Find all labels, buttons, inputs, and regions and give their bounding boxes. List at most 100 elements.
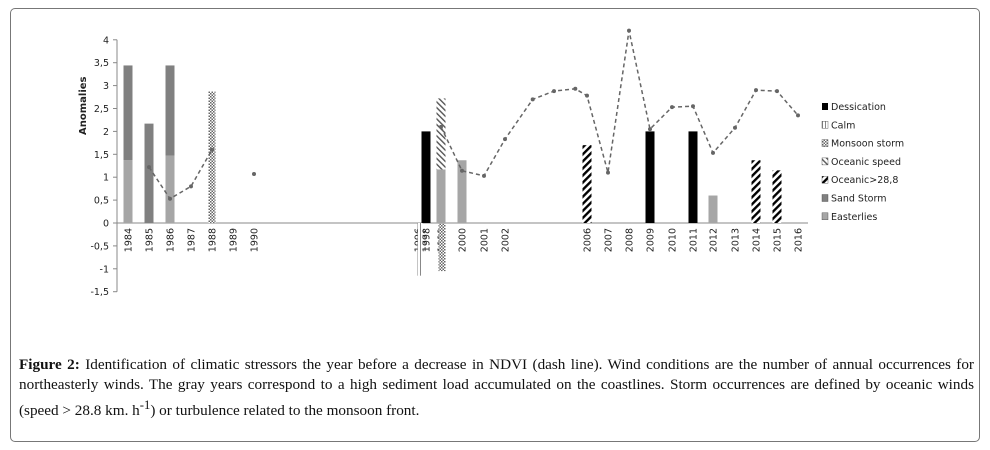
caption-text: Identification of climatic stressors the… xyxy=(19,356,974,420)
ndvi-point-1988 xyxy=(210,147,214,152)
legend-swatch-easterlies xyxy=(821,212,829,221)
bar-sand_storm-1984 xyxy=(123,65,133,161)
bar-dessication-1998 xyxy=(421,131,431,223)
ndvi-line xyxy=(147,28,800,201)
bars xyxy=(123,65,782,276)
x-tick-label: 2014 xyxy=(752,228,763,252)
x-tick-label: 2013 xyxy=(731,228,742,252)
legend-swatch-dessication xyxy=(822,103,828,110)
ndvi-point-1999 xyxy=(439,124,443,129)
x-tick-label: 1998 xyxy=(422,228,433,252)
bar-easterlies-1984 xyxy=(123,160,133,223)
y-tick-label: 2,5 xyxy=(94,104,109,115)
ndvi-point-2001 xyxy=(482,173,486,178)
x-tick-label: 2000 xyxy=(458,228,469,252)
bar-monsoon-1988 xyxy=(208,91,216,223)
ndvi-point-2002 xyxy=(503,137,507,142)
bar-dessication-2009 xyxy=(645,131,655,223)
x-tick-label: 2009 xyxy=(646,228,657,252)
ndvi-point-2006 xyxy=(585,93,589,98)
ndvi-point-2004 xyxy=(552,89,556,94)
bar-sand_storm-1986 xyxy=(165,65,175,156)
ndvi-point-2013 xyxy=(733,125,737,130)
caption-label: Figure 2: xyxy=(19,356,80,373)
y-tick-label: -0,5 xyxy=(90,241,109,252)
legend-label-dessication: Dessication xyxy=(831,102,886,113)
x-tick-label: 2007 xyxy=(604,228,615,252)
x-tick-label: 1988 xyxy=(208,228,219,252)
bar-easterlies-1986 xyxy=(165,155,175,223)
ndvi-point-2000 xyxy=(460,168,464,173)
ndvi-point-2012 xyxy=(711,150,715,155)
y-tick-label: -1,5 xyxy=(90,287,109,298)
bar-oceanic288-2015 xyxy=(772,170,782,223)
x-tick-label: 2002 xyxy=(501,228,512,252)
legend-swatch-monsoon xyxy=(821,139,829,147)
bar-oceanic288-2006 xyxy=(582,145,592,223)
y-tick-label: 1,5 xyxy=(94,150,109,161)
x-tick-label: 2012 xyxy=(709,228,720,252)
legend-swatch-sand_storm xyxy=(821,194,829,202)
bar-dessication-2011 xyxy=(688,131,698,223)
bar-monsoon-1999 xyxy=(438,223,446,272)
legend-label-easterlies: Easterlies xyxy=(831,212,877,223)
ndvi-point-2008 xyxy=(627,28,631,33)
x-tick-label: 2001 xyxy=(480,228,491,252)
caption-superscript: -1 xyxy=(139,398,151,412)
chart: 4 3,5 3 2,5 2 1,5 1 0,5 0 -0,5 -1 -1,5 Anomalies 1984… xyxy=(78,28,904,298)
x-tick-label: 2008 xyxy=(625,228,636,252)
x-tick-label: 2015 xyxy=(773,228,784,252)
legend-label-monsoon: Monsoon storm xyxy=(831,139,904,150)
x-tick-label: 1990 xyxy=(250,228,261,252)
x-tick-label: 1997 xyxy=(418,228,429,252)
ndvi-line-segment-2 xyxy=(440,30,799,177)
y-tick-label: -1 xyxy=(100,264,109,275)
ndvi-point-1986 xyxy=(168,196,172,201)
ndvi-point-1985 xyxy=(147,165,151,170)
bar-calm-1998 xyxy=(417,223,423,276)
ndvi-point-2010 xyxy=(670,105,674,110)
x-tick-label: 1987 xyxy=(187,228,198,252)
y-axis-label: Anomalies xyxy=(78,76,89,135)
ndvi-point-1990 xyxy=(252,171,256,176)
legend-swatch-oceanic_speed xyxy=(821,157,829,166)
y-tick-label: 3 xyxy=(103,81,109,92)
ndvi-point-2003 xyxy=(530,97,535,102)
ndvi-point-2005 xyxy=(573,86,578,91)
y-tick-label: 0 xyxy=(103,219,109,230)
legend-swatch-calm xyxy=(821,121,829,129)
y-tick-label: 0,5 xyxy=(94,196,109,207)
ndvi-point-2016 xyxy=(796,113,800,118)
legend-label-sand_storm: Sand Storm xyxy=(831,194,886,205)
legend-label-calm: Calm xyxy=(831,120,855,131)
y-tick-label: 4 xyxy=(103,35,109,46)
bar-easterlies-2012 xyxy=(708,195,718,223)
x-tick-label: 2010 xyxy=(668,228,679,252)
x-tick-label: 1984 xyxy=(124,228,135,252)
legend-swatch-oceanic288 xyxy=(821,175,829,184)
bar-oceanic288-2014 xyxy=(751,160,761,223)
x-tick-label: 2006 xyxy=(583,228,594,252)
bar-oceanic_speed-1999 xyxy=(436,98,446,170)
figure-caption: Figure 2: Identification of climatic str… xyxy=(19,355,974,421)
x-tick-label: 1986 xyxy=(166,228,177,252)
legend-label-oceanic288: Oceanic>28,8 xyxy=(831,175,898,186)
legend: Dessication Calm Monsoon storm Oceanic spee… xyxy=(821,102,904,223)
x-tick-label: 2016 xyxy=(794,228,805,252)
ndvi-point-1987 xyxy=(189,184,193,189)
y-tick-label: 3,5 xyxy=(94,58,109,69)
x-tick-label: 1989 xyxy=(229,228,240,252)
legend-label-oceanic_speed: Oceanic speed xyxy=(831,157,901,168)
bar-easterlies-2000 xyxy=(457,160,467,223)
ndvi-point-2011 xyxy=(691,104,695,109)
bar-easterlies-1999 xyxy=(436,169,446,223)
x-tick-label: 1985 xyxy=(145,228,156,252)
bar-sand_storm-1985 xyxy=(144,123,154,223)
ndvi-point-2015 xyxy=(775,89,779,94)
ndvi-point-2007 xyxy=(606,170,610,175)
ndvi-point-2009 xyxy=(648,127,652,132)
ndvi-line-segment-1 xyxy=(148,149,213,200)
ndvi-point-2014 xyxy=(754,88,758,93)
x-tick-label: 2011 xyxy=(689,228,700,252)
caption-text-end: ) or turbulence related to the monsoon f… xyxy=(150,402,420,420)
